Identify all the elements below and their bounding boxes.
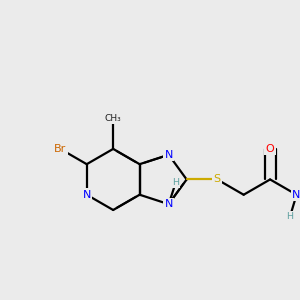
Text: N: N (164, 150, 173, 160)
Text: H: H (172, 178, 179, 187)
Text: O: O (266, 144, 274, 154)
Text: S: S (214, 175, 221, 184)
Text: N: N (82, 190, 91, 200)
Text: H: H (286, 212, 293, 221)
Text: Br: Br (54, 144, 66, 154)
Text: N: N (292, 190, 300, 200)
Text: N: N (164, 199, 173, 209)
Text: CH₃: CH₃ (105, 114, 122, 123)
